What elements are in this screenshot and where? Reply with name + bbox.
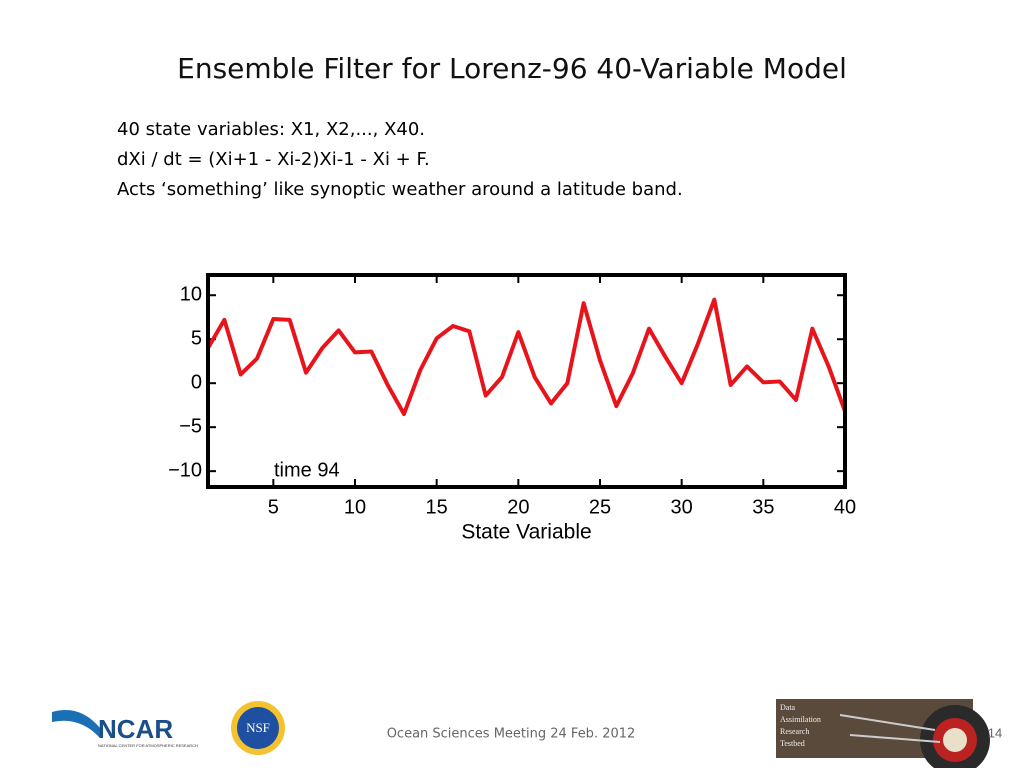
nsf-logo: NSF [231,701,285,755]
x-tick-label: 15 [426,496,448,518]
ncar-subtext: NATIONAL CENTER FOR ATMOSPHERIC RESEARCH [98,743,198,748]
y-tick-label: −10 [168,459,202,481]
slide-title: Ensemble Filter for Lorenz-96 40-Variabl… [177,52,847,85]
x-tick-label: 5 [268,496,279,518]
footer-text: Ocean Sciences Meeting 24 Feb. 2012 [387,727,636,742]
x-tick-label: 40 [834,496,856,518]
ncar-text: NCAR [98,714,173,744]
dart-logo: Data Assimilation Research Testbed [776,699,990,773]
dart-text: Assimilation [780,715,821,724]
dart-text: Testbed [780,739,805,748]
plot-frame [206,273,847,489]
y-tick-label: −5 [179,415,202,437]
body-line: 40 state variables: X1, X2,..., X40. [117,119,425,140]
data-line [206,297,847,416]
body-line: Acts ‘something’ like synoptic weather a… [117,179,683,200]
x-tick-label: 30 [671,496,693,518]
x-tick-label: 10 [344,496,366,518]
body-line: dXi / dt = (Xi+1 - Xi-2)Xi-1 - Xi + F. [117,149,430,170]
annotation: time 94 [274,459,340,481]
dart-text: Research [780,727,809,736]
x-tick-label: 25 [589,496,611,518]
ncar-logo: NCAR NATIONAL CENTER FOR ATMOSPHERIC RES… [52,710,198,748]
y-tick-label: 5 [191,327,202,349]
page-number: 14 [988,725,1002,740]
nsf-text: NSF [246,720,270,735]
chart: −10 −5 0 5 10 5 10 15 20 25 30 35 40 time 94 State Var… [168,273,856,544]
y-tick-label: 0 [191,371,202,393]
y-tick-label: 10 [180,284,202,306]
x-tick-label: 20 [507,496,529,518]
x-axis-label: State Variable [461,521,591,544]
dart-text: Data [780,703,796,712]
x-tick-label: 35 [752,496,774,518]
